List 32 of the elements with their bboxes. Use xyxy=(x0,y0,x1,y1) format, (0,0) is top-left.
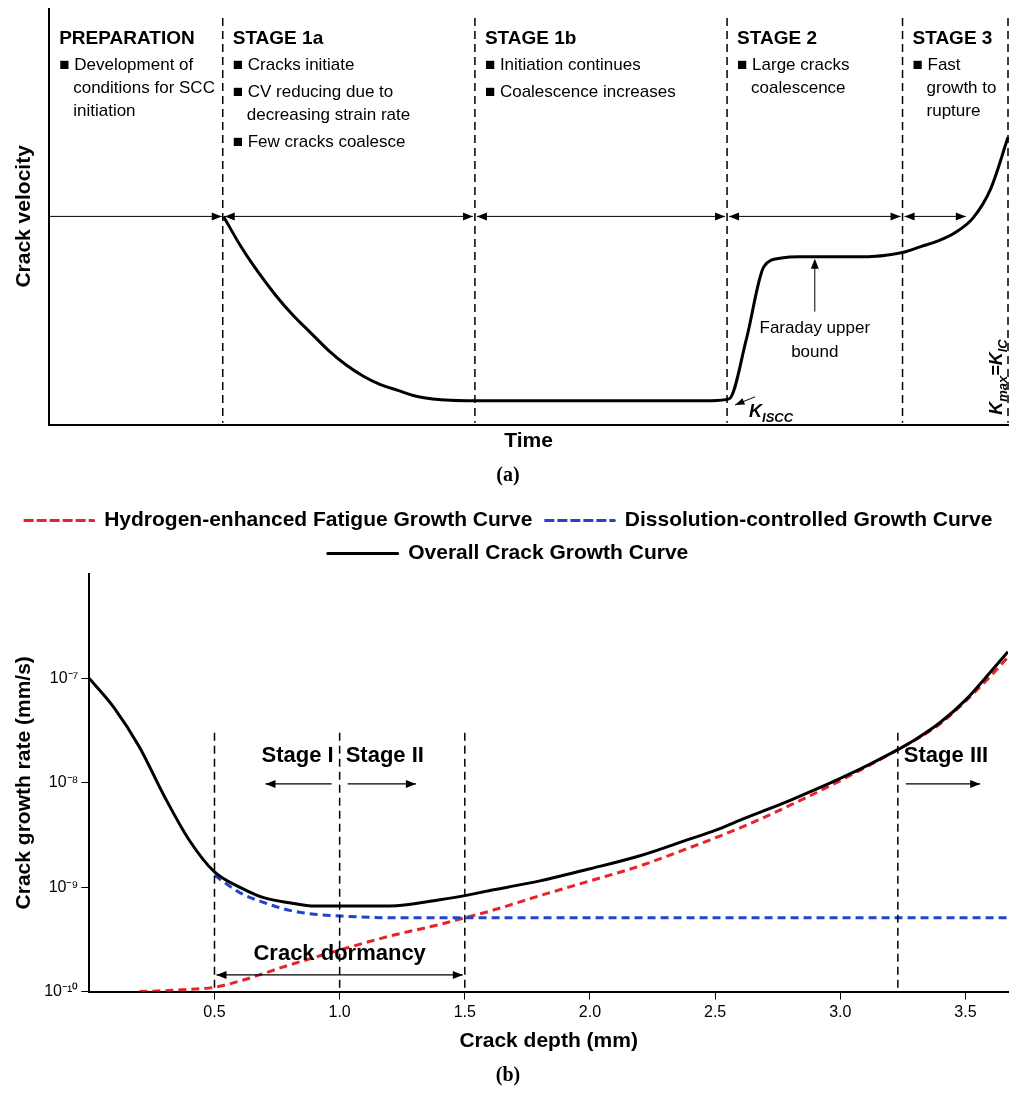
x-axis-title: Time xyxy=(504,428,553,452)
y-tick-label: 10⁻⁸ xyxy=(48,773,79,791)
y-tick-label: 10⁻⁹ xyxy=(48,877,79,895)
line-series xyxy=(137,655,1008,992)
line-series xyxy=(212,873,1008,920)
x-tick-label: 2.5 xyxy=(704,1002,727,1020)
legend-label: Hydrogen-enhanced Fatigue Growth Curve xyxy=(104,507,533,531)
text: (b) xyxy=(495,1063,521,1087)
y-tick-label: 10⁻⁷ xyxy=(49,668,79,686)
annotation: Faraday upper bound xyxy=(759,317,871,361)
annotation: STAGE 1a ■ Cracks initiate ■ CV reducing due to decreasing strain rate ■ Few cracks coalesce xyxy=(232,27,411,151)
x-tick-label: 1.0 xyxy=(328,1002,351,1020)
legend-label: Overall Crack Growth Curve xyxy=(408,540,689,564)
x-tick-label: 0.5 xyxy=(203,1002,226,1020)
x-tick-label: 1.5 xyxy=(453,1002,477,1020)
text: STAGE 2 ■ Large cracks coalescence xyxy=(737,27,850,97)
y-axis-title: Crack growth rate (mm/s) xyxy=(11,656,35,910)
annotation: Stage II xyxy=(345,741,424,767)
text: (a) xyxy=(496,463,520,487)
annotation: Stage I xyxy=(261,741,334,767)
text: STAGE 3 ■ Fast growth to rupture xyxy=(912,27,997,120)
x-tick-label: 3.0 xyxy=(829,1002,852,1020)
x-tick-label: 3.5 xyxy=(954,1002,977,1020)
x-axis-title: Crack depth (mm) xyxy=(459,1028,638,1052)
annotation: Kmax=KIC xyxy=(986,338,1011,415)
text: PREPARATION ■ Development of conditions for SCC initiation xyxy=(59,27,215,120)
annotation: Stage III xyxy=(903,741,989,767)
y-tick-label: 10⁻¹⁰ xyxy=(44,982,79,1000)
text: STAGE 1b ■ Initiation continues ■ Coalescence increases xyxy=(484,27,676,101)
x-tick-label: 2.0 xyxy=(578,1002,602,1020)
legend-label: Dissolution-controlled Growth Curve xyxy=(624,507,993,531)
y-axis-title: Crack velocity xyxy=(11,144,35,288)
